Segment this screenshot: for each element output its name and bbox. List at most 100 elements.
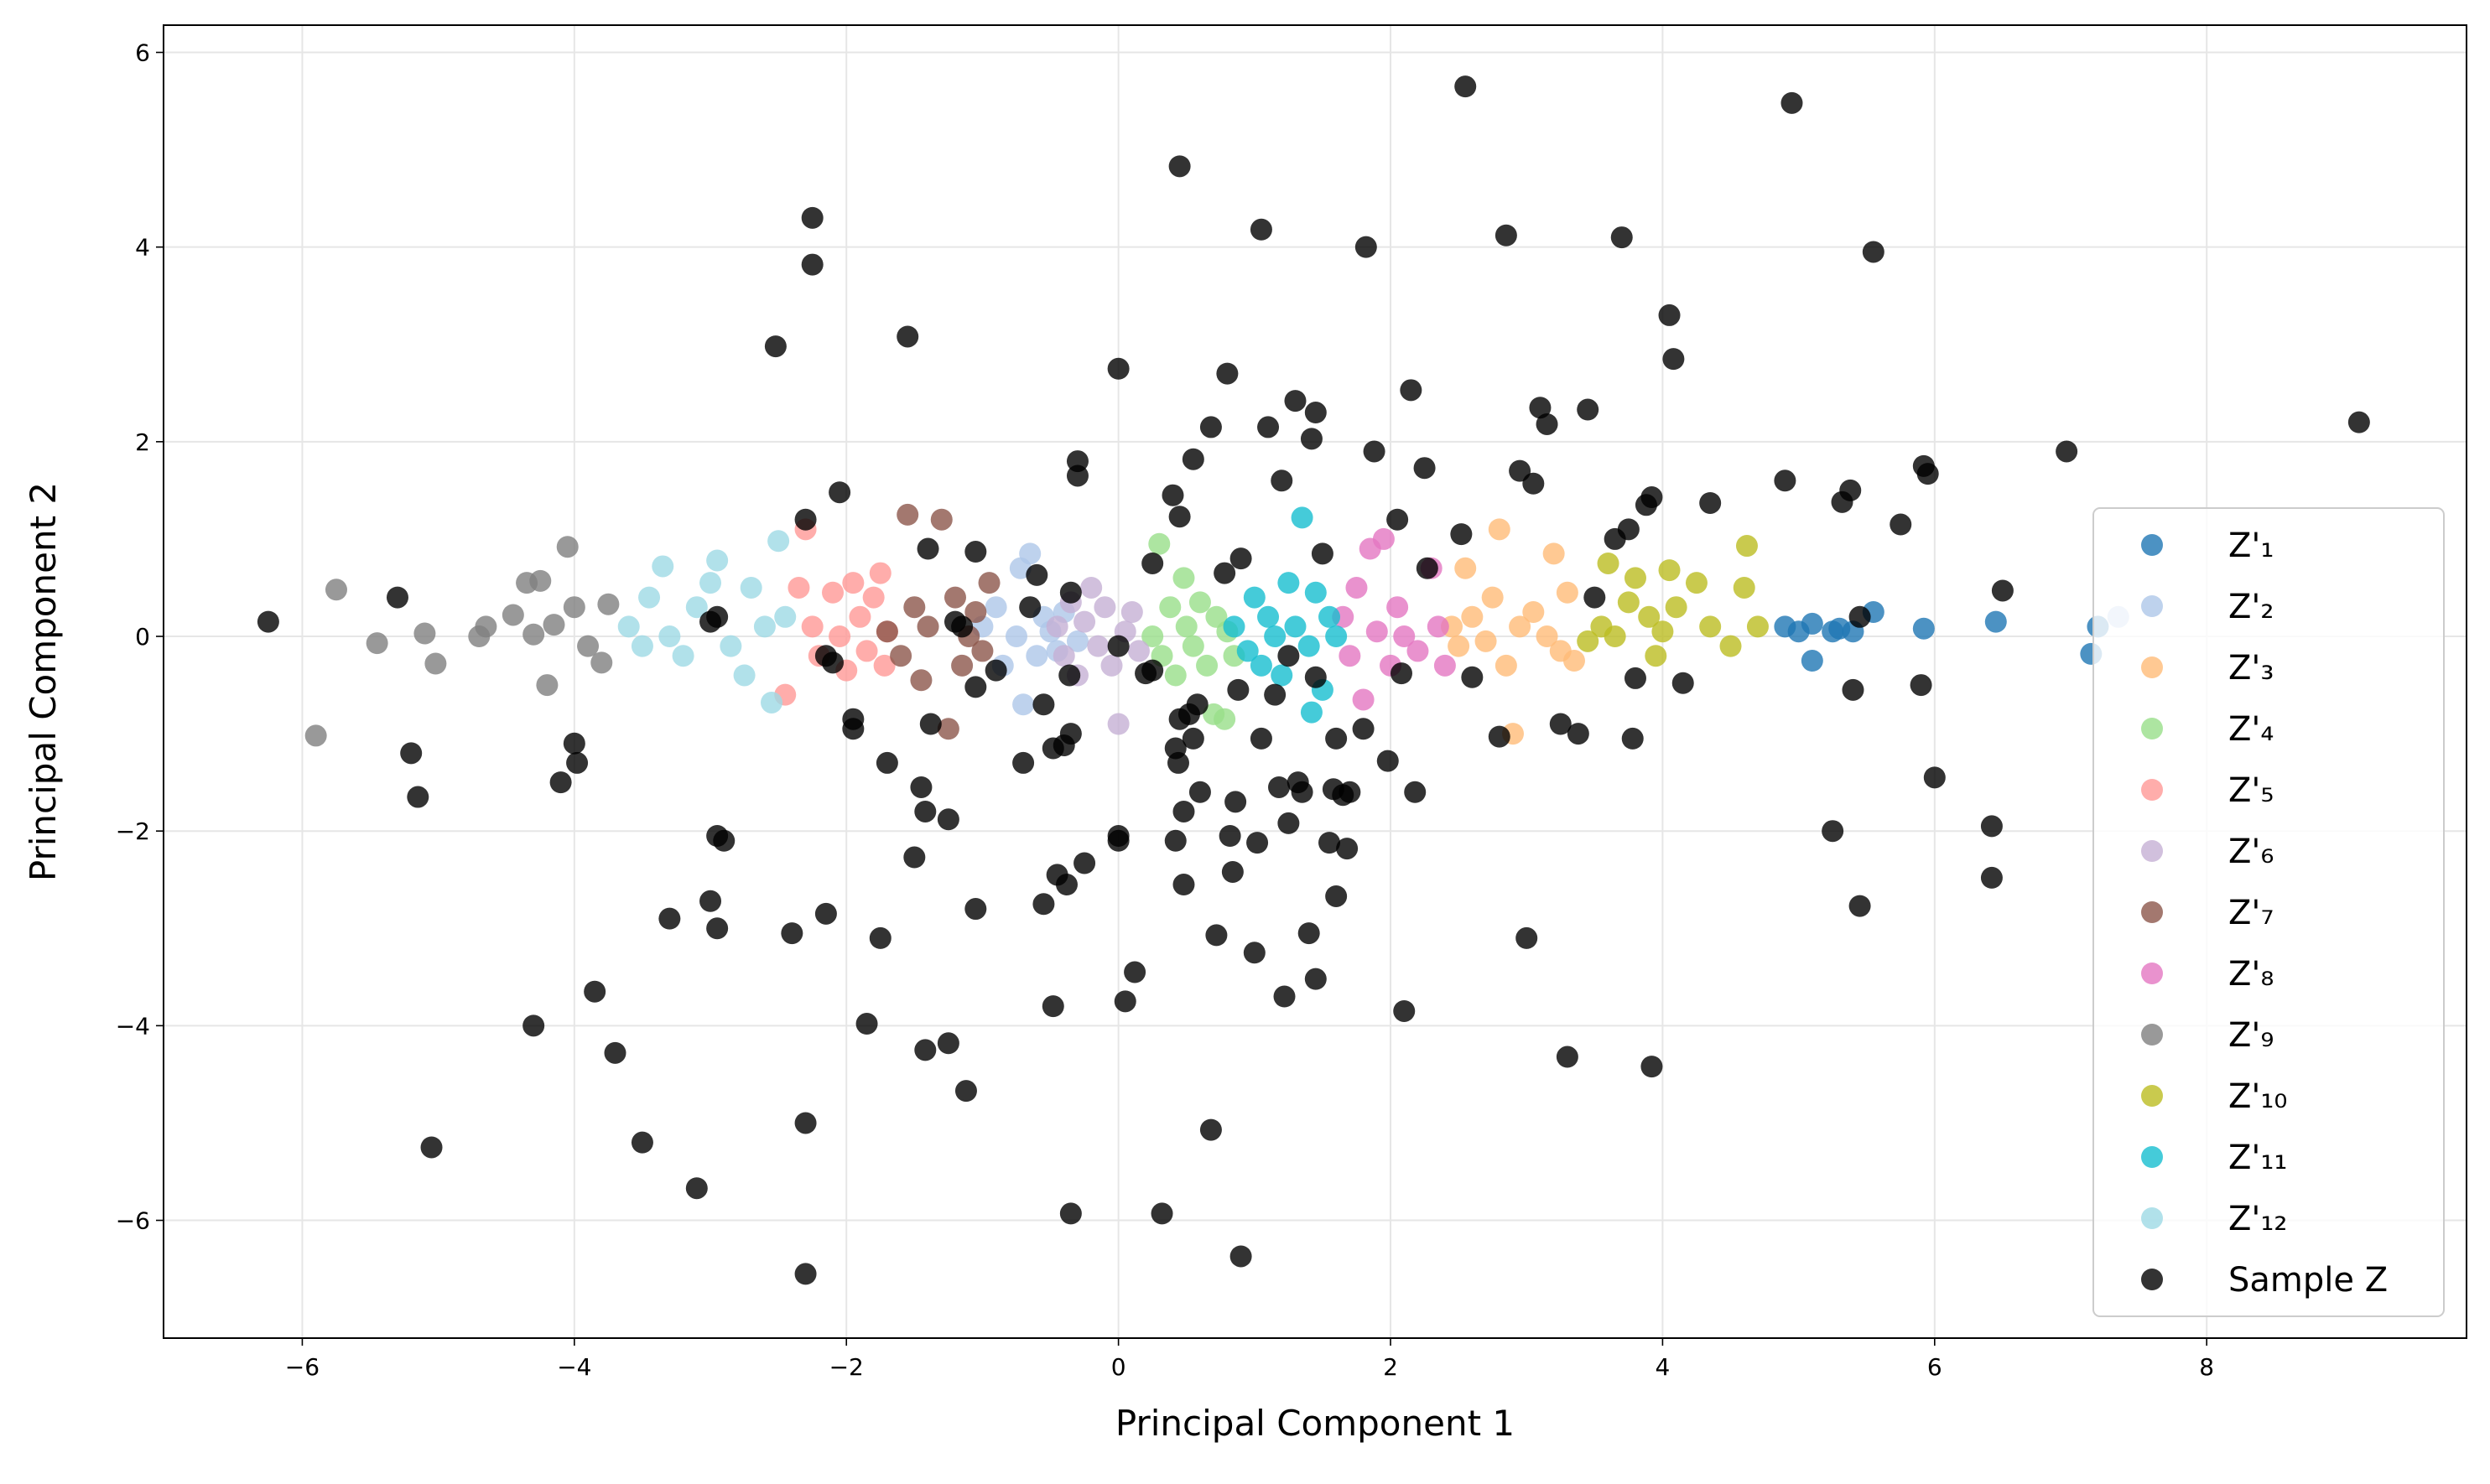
scatter-point [1172,800,1195,822]
scatter-point [366,632,388,655]
scatter-point [1196,654,1219,677]
scatter-point [1073,852,1096,874]
scatter-point [672,645,694,667]
scatter-point [1053,645,1075,667]
scatter-point [1205,924,1228,947]
scatter-point [794,1112,817,1134]
scatter-point [1107,829,1130,852]
scatter-point [1617,591,1640,614]
scatter-point [794,1263,817,1285]
scatter-point [1735,535,1758,558]
scatter-point [1223,615,1245,638]
scatter-point [1910,674,1932,697]
scatter-point [685,596,708,619]
scatter-point [1339,781,1361,803]
scatter-point [1645,645,1667,667]
legend-marker [2141,1207,2163,1229]
scatter-point [971,640,994,662]
scatter-point [475,615,497,638]
scatter-point [1801,612,1823,635]
scatter-point [761,691,783,713]
scatter-point [1448,635,1470,657]
scatter-point [1665,596,1687,619]
scatter-point [873,654,896,677]
x-tick-label: 2 [1383,1353,1398,1381]
scatter-point [1352,718,1375,740]
scatter-point [1284,390,1307,413]
scatter-point [1141,625,1164,648]
scatter-point [556,536,579,558]
scatter-point [1297,635,1320,657]
scatter-point [733,664,756,687]
points [257,75,2370,1285]
scatter-point [1141,659,1164,682]
scatter-point [1100,654,1123,677]
scatter-point [1114,990,1136,1013]
scatter-point [978,572,1001,594]
scatter-point [1372,527,1395,550]
scatter-point [937,808,959,831]
scatter-point [1617,518,1640,541]
y-tick-label: −6 [116,1207,150,1235]
y-axis-label: Principal Component 2 [23,482,64,881]
scatter-point [1066,630,1089,652]
legend-box [2092,507,2445,1317]
scatter-point [1250,727,1272,750]
scatter-point [720,635,742,657]
scatter-point [869,926,892,949]
scatter-point [1980,866,2003,889]
scatter-point [1058,664,1081,687]
legend-label: Z'₁ [2228,527,2274,565]
scatter-point [1461,666,1484,688]
scatter-point [801,253,824,276]
scatter-point [937,1032,959,1055]
scatter-point [1780,91,1803,114]
scatter-point [1658,559,1681,582]
scatter-point [1916,463,1939,485]
scatter-point [1549,713,1572,735]
scatter-point [1012,751,1035,774]
scatter-point [1536,413,1558,435]
scatter-point [590,651,613,674]
legend-label: Z'₁₀ [2228,1077,2287,1116]
scatter-point [1488,725,1510,748]
scatter-point [1297,922,1320,945]
scatter-point [1400,379,1422,402]
scatter-point [876,751,898,774]
scatter-point [951,654,974,677]
scatter-point [1509,615,1531,638]
scatter-point [536,674,559,697]
scatter-point [1390,662,1412,685]
scatter-point [1243,942,1266,964]
scatter-point [1980,815,2003,838]
scatter-point [1167,751,1189,774]
scatter-point [502,604,524,626]
y-tick-label: −2 [116,817,150,845]
scatter-point [767,530,790,553]
y-tick-label: −4 [116,1012,150,1040]
scatter-point [1862,241,1884,263]
scatter-point [1271,664,1293,687]
scatter-point [1352,688,1375,711]
scatter-point [1325,727,1348,750]
scatter-point [597,593,620,615]
scatter-point [1107,635,1130,657]
scatter-point [1318,832,1341,854]
scatter-point [1336,838,1359,860]
scatter-point [822,651,845,674]
scatter-point [1597,552,1619,574]
scatter-point [1216,362,1239,385]
scatter-point [753,615,776,638]
scatter-point [781,922,803,945]
scatter-point [413,622,436,645]
scatter-point [1175,615,1198,638]
scatter-point [1393,999,1416,1022]
scatter-point [1182,448,1204,470]
scatter-point [652,555,674,578]
scatter-point [1164,664,1187,687]
scatter-point [1454,75,1477,98]
scatter-point [1839,479,1862,501]
scatter-point [1188,591,1211,614]
legend-label: Z'₂ [2228,588,2274,626]
